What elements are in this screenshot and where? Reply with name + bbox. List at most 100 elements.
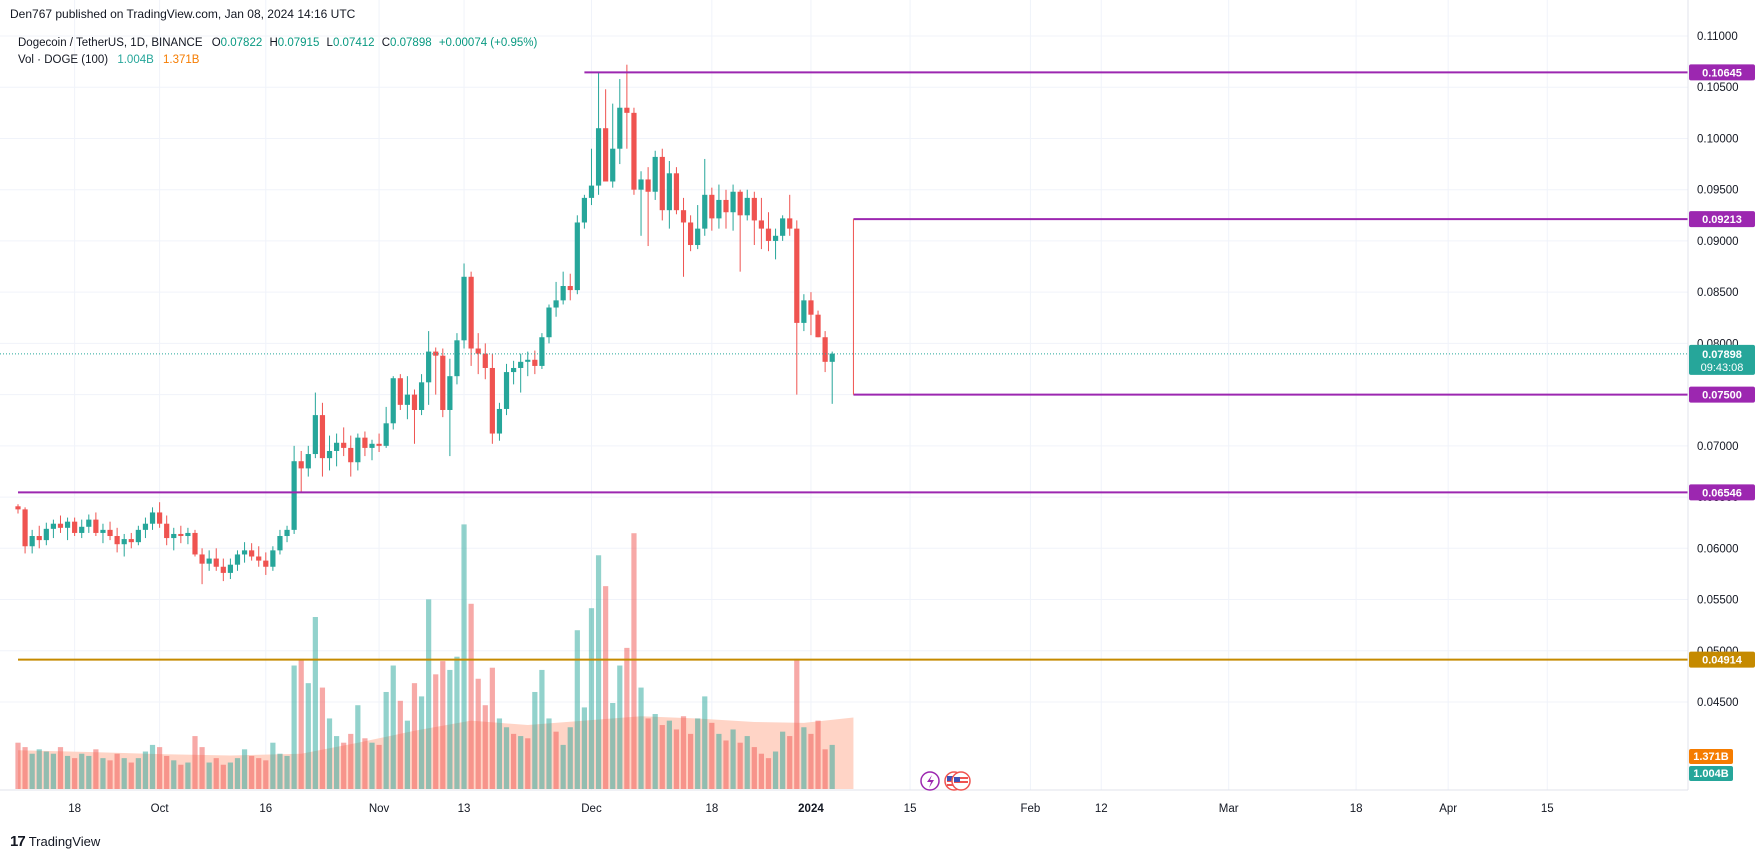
candle-body <box>780 218 786 236</box>
footer-brand[interactable]: TradingView <box>28 834 101 849</box>
volume-bar <box>341 742 347 789</box>
candle-body <box>157 512 163 524</box>
tradingview-logo-icon[interactable]: 17 <box>10 833 26 850</box>
flag-canton <box>947 776 953 781</box>
level-label: 0.06546 <box>1702 487 1742 499</box>
candle-body <box>326 450 333 459</box>
volume-bar <box>751 747 757 789</box>
candle-body <box>595 128 602 186</box>
legend-volume-label[interactable]: Vol · DOGE (100) <box>18 54 109 66</box>
level-label: 0.09213 <box>1702 214 1742 226</box>
candle-body <box>680 210 687 223</box>
candle-body <box>546 307 552 338</box>
candle-body <box>447 376 453 410</box>
price-tick-label: 0.07000 <box>1697 441 1739 453</box>
candle-body <box>234 554 241 565</box>
legend-low-label: L <box>326 37 333 49</box>
candle-body <box>461 276 467 341</box>
candle-body <box>171 533 177 539</box>
volume-bar <box>666 720 672 789</box>
time-tick-label: 12 <box>1095 803 1108 815</box>
time-tick-label: 18 <box>1350 803 1363 815</box>
candle-body <box>178 533 184 537</box>
flag-canton <box>954 777 960 782</box>
candle-body <box>638 179 644 190</box>
candle-body <box>383 423 389 446</box>
volume-bar <box>22 747 28 789</box>
volume-bar <box>447 669 453 789</box>
candle-body <box>603 128 609 182</box>
candle-body <box>418 382 425 410</box>
level-label: 0.04914 <box>1702 655 1743 667</box>
candle-body <box>440 355 446 410</box>
candle-body <box>192 532 198 555</box>
volume-bar <box>397 700 403 789</box>
horizontal-levels <box>0 71 1688 661</box>
volume-bar <box>57 747 64 789</box>
time-tick-label: 15 <box>1541 803 1554 815</box>
candle-body <box>659 156 665 211</box>
volume-bar <box>525 738 531 789</box>
candle-body <box>673 173 680 211</box>
volume-bar <box>546 718 552 789</box>
price-tick-label: 0.10500 <box>1697 82 1739 94</box>
volume-bar <box>723 740 729 789</box>
candle-body <box>553 300 559 308</box>
volume-bar <box>815 720 821 789</box>
time-axis[interactable]: 18 Oct 16 Nov 13 Dec 18 2024 15 Feb 12 Mar 18 Apr 15 <box>68 803 1553 815</box>
event-icons[interactable] <box>920 771 971 791</box>
candlestick-series <box>15 64 835 585</box>
volume-bar <box>376 744 382 789</box>
legend-symbol[interactable]: Dogecoin / TetherUS, 1D, BINANCE <box>18 37 203 49</box>
volume-bar <box>234 758 241 789</box>
volume-bar <box>794 658 800 789</box>
volume-bar <box>518 736 524 789</box>
volume-bar <box>270 742 276 789</box>
candle-body <box>560 286 566 301</box>
volume-bar <box>241 749 248 789</box>
volume-bar <box>680 716 687 789</box>
volume-bar <box>645 718 651 789</box>
flag-stripe <box>954 777 968 779</box>
footer: 17 TradingView <box>10 833 100 850</box>
volume-bar <box>418 696 425 789</box>
candle-body <box>610 148 616 182</box>
candle-body <box>291 461 297 530</box>
volume-bar <box>482 705 488 789</box>
candle-body <box>22 509 28 547</box>
volume-bar <box>185 762 191 789</box>
candle-body <box>482 353 488 368</box>
candle-body <box>503 372 510 409</box>
candle-body <box>695 228 701 246</box>
volume-current-label: 1.004B <box>1693 768 1729 780</box>
level-label-bg <box>1689 386 1755 403</box>
volume-bar <box>426 599 432 789</box>
volume-bar <box>829 744 835 789</box>
candle-body <box>227 564 233 573</box>
level-label-bg <box>1689 64 1755 81</box>
legend-volume-row: Vol · DOGE (100) 1.004B 1.371B <box>18 52 537 69</box>
level-label: 0.07500 <box>1702 390 1742 402</box>
volume-bar <box>284 755 290 789</box>
candle-body <box>709 194 715 219</box>
candle-body <box>454 340 460 377</box>
volume-bar <box>433 674 439 789</box>
candle-body <box>270 550 276 567</box>
volume-bar <box>171 760 177 789</box>
volume-bar <box>291 665 297 789</box>
volume-bar <box>43 751 49 789</box>
candle-body <box>376 443 382 446</box>
volume-bar <box>312 617 318 789</box>
candle-body <box>426 351 432 383</box>
candle-body <box>688 222 694 246</box>
volume-bar <box>532 691 538 789</box>
volume-bar <box>588 608 595 789</box>
volume-bar <box>574 630 580 789</box>
volume-bar <box>511 733 517 789</box>
candle-body <box>334 442 340 451</box>
flag-stripe <box>954 781 968 783</box>
volume-bar <box>149 744 156 789</box>
volume-ma-label: 1.371B <box>1693 751 1729 763</box>
volume-bar <box>716 733 722 789</box>
